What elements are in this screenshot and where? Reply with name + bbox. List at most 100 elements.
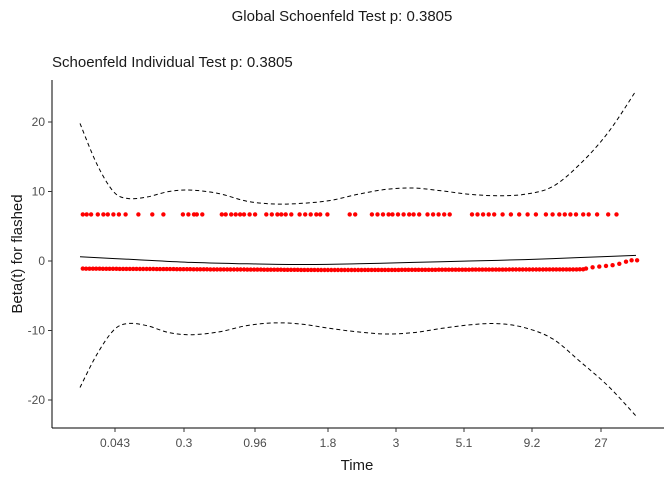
residual-point [379, 267, 384, 273]
residual-point [219, 212, 224, 217]
residual-point [282, 267, 287, 272]
residual-point [131, 266, 136, 272]
residual-point [289, 212, 294, 217]
residual-point [204, 267, 210, 272]
residual-point [241, 267, 247, 272]
residual-point [574, 267, 579, 272]
residual-point [413, 267, 418, 272]
residual-point [194, 267, 200, 272]
y-tick-label: -20 [28, 393, 46, 407]
residual-point [275, 267, 280, 272]
residual-point [614, 212, 619, 217]
residual-point [486, 267, 492, 272]
x-tick-label: 0.3 [176, 436, 193, 450]
residual-point [567, 267, 572, 272]
residual-point [430, 212, 436, 217]
residual-point [353, 212, 358, 217]
residual-point [573, 212, 579, 217]
residual-point [283, 212, 288, 217]
residual-point [493, 267, 499, 272]
residual-point [390, 212, 395, 217]
residual-point [80, 266, 86, 271]
residual-point [439, 267, 445, 272]
residual-point [247, 212, 252, 217]
residual-point [147, 266, 153, 272]
residual-point [460, 267, 465, 272]
residual-point [269, 212, 274, 217]
residual-point [426, 267, 431, 272]
residual-point [123, 212, 128, 217]
residual-point [237, 212, 243, 217]
residual-point [557, 212, 562, 217]
residual-point [586, 212, 591, 217]
residual-point [362, 267, 368, 273]
x-tick-label: 5.1 [456, 436, 473, 450]
residual-point [500, 267, 505, 272]
residual-point [375, 212, 380, 217]
residual-point [480, 267, 485, 272]
residual-point [520, 267, 525, 272]
residual-point [228, 267, 233, 272]
residual-point [447, 212, 452, 217]
residual-point [161, 212, 166, 217]
residual-point [517, 267, 522, 272]
residual-point [80, 212, 86, 217]
residual-point [235, 267, 240, 272]
residual-point [87, 266, 92, 271]
residual-point [369, 267, 374, 273]
residual-point [265, 267, 270, 272]
residual-point [211, 267, 216, 272]
residual-point [308, 212, 313, 217]
residual-point [372, 267, 378, 273]
residual-point [500, 212, 505, 217]
residual-point [389, 267, 394, 273]
residual-point [298, 267, 304, 273]
residual-point [603, 263, 609, 269]
residual-point [95, 212, 101, 217]
residual-point [181, 267, 186, 272]
residual-point [255, 267, 260, 272]
residual-point [141, 266, 146, 272]
residual-point [134, 266, 139, 272]
residual-point [476, 267, 482, 272]
residual-point [597, 264, 602, 269]
residual-point [543, 212, 549, 217]
residual-point [366, 267, 371, 273]
residual-point [332, 267, 337, 273]
residual-point [590, 265, 595, 270]
residual-point [191, 267, 196, 272]
residual-point [88, 212, 94, 217]
residual-point [433, 267, 438, 272]
residual-point [84, 212, 89, 217]
residual-point [229, 212, 234, 217]
x-tick-label: 0.96 [243, 436, 267, 450]
residual-point [161, 266, 166, 272]
residual-point [97, 266, 102, 271]
residual-point [475, 212, 480, 217]
residual-point [540, 267, 546, 272]
residual-point [466, 267, 472, 272]
residual-points-layer [80, 212, 640, 273]
residual-point [534, 267, 539, 272]
residual-point [335, 267, 341, 273]
smooth-line-layer [79, 254, 637, 266]
residual-point [562, 212, 567, 217]
residual-point [356, 267, 361, 273]
residual-point [469, 212, 475, 217]
residual-point [258, 267, 263, 272]
residual-point [369, 212, 375, 217]
residual-point [114, 266, 119, 271]
x-tick-label: 1.8 [320, 436, 337, 450]
residual-point [325, 212, 330, 217]
residual-point [508, 212, 514, 217]
residual-point [120, 266, 126, 272]
residual-point [104, 266, 109, 271]
residual-point [292, 267, 297, 272]
residual-point [325, 267, 331, 273]
residual-point [157, 266, 163, 272]
residual-point [107, 266, 112, 271]
residual-point [547, 267, 552, 272]
confidence-band-layer [79, 90, 637, 417]
residual-point [530, 267, 535, 272]
residual-point [550, 212, 555, 217]
